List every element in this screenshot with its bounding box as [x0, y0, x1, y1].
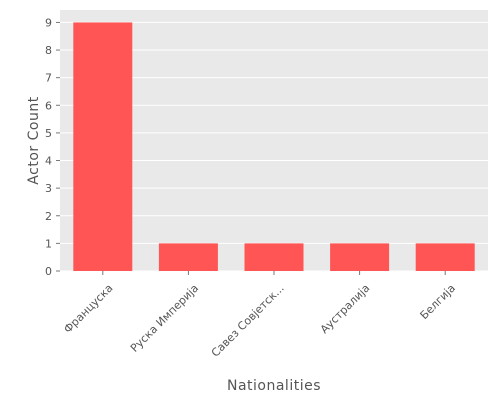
- y-tick-label: 1: [45, 237, 52, 250]
- y-tick-label: 7: [45, 72, 52, 85]
- y-tick-label: 8: [45, 44, 52, 57]
- bar-5: [415, 243, 475, 271]
- x-tick-label: Аустралија: [318, 282, 373, 337]
- y-tick-label: 0: [45, 265, 52, 278]
- x-tick-label: Савез Совјетск...: [209, 282, 287, 360]
- bars: [73, 22, 475, 271]
- y-tick-label: 9: [45, 16, 52, 29]
- bar-2: [158, 243, 218, 271]
- bar-4: [330, 243, 390, 271]
- y-tick-label: 2: [45, 210, 52, 223]
- x-tick-label: Руска Империја: [128, 282, 201, 355]
- y-tick-label: 5: [45, 127, 52, 140]
- y-axis-label: Actor Count: [26, 96, 42, 184]
- x-axis-label: Nationalities: [227, 378, 321, 394]
- y-axis-ticks: 0 1 2 3 4 5 6 7 8 9: [45, 16, 60, 278]
- bar-3: [244, 243, 304, 271]
- x-tick-label: Француска: [61, 282, 115, 336]
- y-tick-label: 4: [45, 155, 52, 168]
- x-tick-label: Белгија: [418, 282, 458, 322]
- bar-1: [73, 22, 133, 271]
- x-axis-ticks: Француска Руска Империја Савез Совјетск...…: [61, 271, 458, 360]
- y-tick-label: 3: [45, 182, 52, 195]
- y-tick-label: 6: [45, 99, 52, 112]
